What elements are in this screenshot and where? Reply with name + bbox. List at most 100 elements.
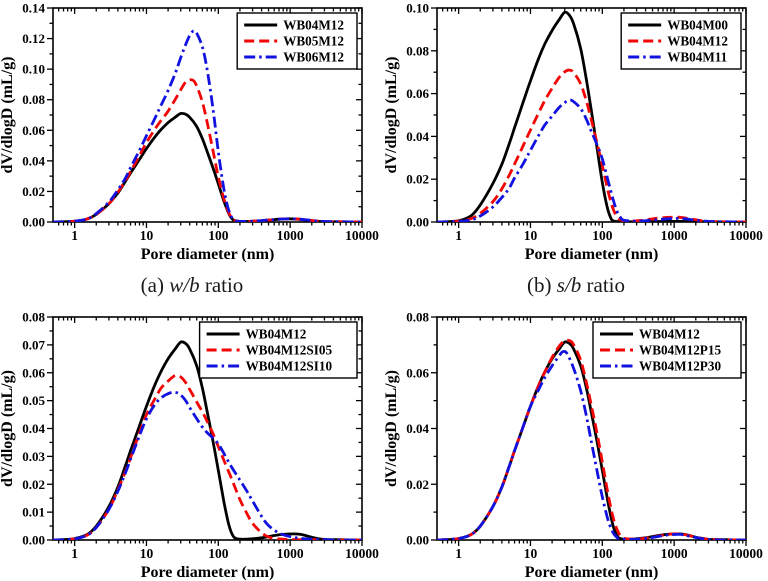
legend-label-WB05M12: WB05M12 xyxy=(283,34,344,49)
y-tick-label: 0.04 xyxy=(22,421,45,436)
x-tick-label: 10000 xyxy=(729,228,763,243)
legend-label-WB04M12: WB04M12 xyxy=(667,34,728,49)
y-tick-label: 0.10 xyxy=(22,62,45,77)
caption-a: (a) w/b ratio xyxy=(0,265,384,305)
x-tick-label: 10000 xyxy=(345,546,379,561)
x-axis-title: Pore diameter (nm) xyxy=(525,246,659,263)
x-tick-label: 1 xyxy=(455,546,462,561)
x-axis: 1 10 100 1000 10000 xyxy=(442,317,763,561)
series-WB04M12P30 xyxy=(437,349,746,540)
y-axis: 0.00 0.02 0.04 0.06 0.08 xyxy=(406,310,746,548)
x-axis-title: Pore diameter (nm) xyxy=(525,564,659,581)
legend-label-WB04M12P30: WB04M12P30 xyxy=(639,359,721,374)
x-tick-label: 100 xyxy=(208,546,229,561)
legend-label-WB04M12: WB04M12 xyxy=(283,18,344,33)
x-tick-label: 1 xyxy=(71,228,78,243)
caption-b-italic: s/b xyxy=(556,272,582,297)
x-tick-label: 10 xyxy=(140,546,154,561)
y-tick-label: 0.04 xyxy=(22,153,45,168)
x-tick-label: 10 xyxy=(140,228,154,243)
panel-d: 1 10 100 1000 10000 0.00 0.02 0.04 0.06 0.08 Pore … xyxy=(384,305,768,581)
chart-d-polymer: 1 10 100 1000 10000 0.00 0.02 0.04 0.06 0.08 Pore … xyxy=(384,310,763,581)
x-tick-label: 100 xyxy=(208,228,229,243)
series-WB04M12 xyxy=(53,111,362,222)
y-tick-label: 0.06 xyxy=(22,123,45,138)
y-tick-label: 0.00 xyxy=(406,215,429,230)
y-tick-label: 0.06 xyxy=(406,365,429,380)
y-tick-label: 0.02 xyxy=(22,477,45,492)
legend-label-WB04M12SI10: WB04M12SI10 xyxy=(246,359,333,374)
y-tick-label: 0.08 xyxy=(406,43,429,58)
y-tick-label: 0.00 xyxy=(22,533,45,548)
legend-label-WB04M12P15: WB04M12P15 xyxy=(639,343,721,358)
x-axis-title: Pore diameter (nm) xyxy=(141,564,275,581)
y-tick-label: 0.01 xyxy=(22,505,45,520)
y-tick-label: 0.10 xyxy=(406,1,429,16)
x-tick-label: 1000 xyxy=(277,546,304,561)
y-tick-label: 0.08 xyxy=(22,92,45,107)
y-axis-title: dV/dlogD (mL/g) xyxy=(0,370,16,487)
y-axis: 0.00 0.02 0.04 0.06 0.08 0.10 xyxy=(406,1,746,230)
x-tick-label: 1000 xyxy=(661,546,688,561)
x-tick-label: 1000 xyxy=(277,228,304,243)
y-tick-label: 0.06 xyxy=(22,365,45,380)
series-WB04M11 xyxy=(437,98,746,222)
x-axis: 1 10 100 1000 10000 xyxy=(58,8,379,243)
legend-label-WB06M12: WB06M12 xyxy=(283,50,344,65)
y-tick-label: 0.05 xyxy=(22,393,45,408)
y-tick-label: 0.14 xyxy=(22,1,45,16)
legend-label-WB04M12: WB04M12 xyxy=(246,327,307,342)
x-tick-label: 1000 xyxy=(661,228,688,243)
legend-label-WB04M12SI05: WB04M12SI05 xyxy=(246,343,333,358)
x-tick-label: 1 xyxy=(455,228,462,243)
caption-b-suffix: ratio xyxy=(581,272,625,297)
y-tick-label: 0.02 xyxy=(406,477,429,492)
y-axis-title: dV/dlogD (mL/g) xyxy=(384,57,400,174)
series-WB06M12 xyxy=(53,29,362,222)
y-axis-title: dV/dlogD (mL/g) xyxy=(384,370,400,487)
y-axis: 0.00 0.02 0.04 0.06 0.08 0.10 0.12 0.14 xyxy=(22,1,362,230)
chart-b-sb-ratio: 1 10 100 1000 10000 0.00 0.02 0.04 0.06 0.08 0.10 P… xyxy=(384,1,763,264)
legend-label-WB04M12: WB04M12 xyxy=(639,327,700,342)
series-WB04M12SI05 xyxy=(53,373,362,540)
caption-a-italic: w/b xyxy=(169,272,200,297)
y-tick-label: 0.07 xyxy=(22,337,45,352)
y-tick-label: 0.00 xyxy=(406,533,429,548)
y-tick-label: 0.04 xyxy=(406,421,429,436)
chart-c-silica-fume: 1 10 100 1000 10000 0.00 0.01 0.02 0.03 0.04 0.05 0… xyxy=(0,310,379,581)
panel-c: 1 10 100 1000 10000 0.00 0.01 0.02 0.03 0.04 0.05 0… xyxy=(0,305,384,581)
y-tick-label: 0.02 xyxy=(406,172,429,187)
y-tick-label: 0.06 xyxy=(406,86,429,101)
x-axis: 1 10 100 1000 10000 xyxy=(58,317,379,561)
legend-label-WB04M00: WB04M00 xyxy=(667,18,728,33)
y-tick-label: 0.08 xyxy=(406,310,429,325)
y-tick-label: 0.04 xyxy=(406,129,429,144)
caption-b-prefix: (b) xyxy=(527,272,557,297)
x-axis-title: Pore diameter (nm) xyxy=(141,246,275,263)
y-tick-label: 0.00 xyxy=(22,215,45,230)
y-axis-title: dV/dlogD (mL/g) xyxy=(0,57,16,174)
legend-label-WB04M11: WB04M11 xyxy=(667,50,727,65)
panel-a: 1 10 100 1000 10000 0.00 0.02 0.04 0.06 0.08 0.10 0… xyxy=(0,0,384,265)
x-tick-label: 10000 xyxy=(345,228,379,243)
y-tick-label: 0.02 xyxy=(22,184,45,199)
x-tick-label: 10 xyxy=(524,228,538,243)
x-tick-label: 10 xyxy=(524,546,538,561)
y-tick-label: 0.12 xyxy=(22,31,45,46)
panel-b: 1 10 100 1000 10000 0.00 0.02 0.04 0.06 0.08 0.10 P… xyxy=(384,0,768,265)
x-axis: 1 10 100 1000 10000 xyxy=(442,8,763,243)
x-tick-label: 1 xyxy=(71,546,78,561)
x-tick-label: 100 xyxy=(592,546,613,561)
y-tick-label: 0.08 xyxy=(22,310,45,325)
caption-a-prefix: (a) xyxy=(140,272,170,297)
y-tick-label: 0.03 xyxy=(22,449,45,464)
chart-a-wb-ratio: 1 10 100 1000 100000.000.020.040.060.080.100… xyxy=(0,1,379,264)
x-tick-label: 100 xyxy=(592,228,613,243)
x-tick-label: 10000 xyxy=(729,546,763,561)
series-WB04M12SI10 xyxy=(53,390,362,540)
